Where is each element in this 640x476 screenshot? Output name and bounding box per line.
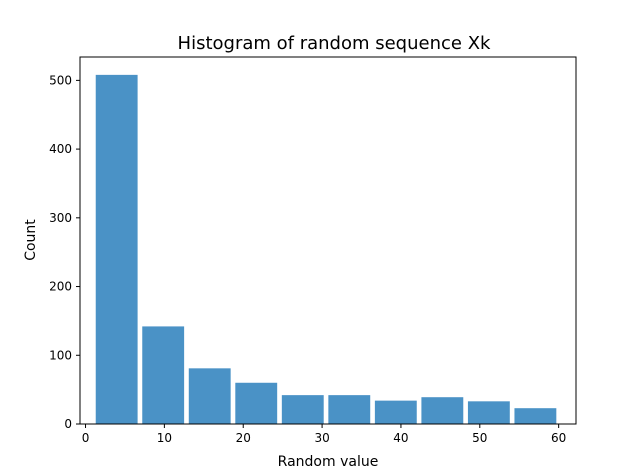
y-tick-label: 100 xyxy=(49,348,72,362)
x-tick-label: 40 xyxy=(393,431,408,445)
chart-title: Histogram of random sequence Xk xyxy=(178,33,491,54)
y-tick-label: 300 xyxy=(49,211,72,225)
x-axis-label: Random value xyxy=(278,454,379,470)
x-tick-label: 30 xyxy=(314,431,329,445)
x-tick-label: 60 xyxy=(551,431,566,445)
y-tick-label: 500 xyxy=(49,73,72,87)
x-tick-label: 10 xyxy=(157,431,172,445)
plot-frame xyxy=(79,56,577,425)
y-tick-label: 400 xyxy=(49,142,72,156)
histogram-bar xyxy=(235,382,278,424)
x-tick-label: 50 xyxy=(472,431,487,445)
histogram-bar xyxy=(467,401,510,424)
histogram-bar xyxy=(421,397,464,424)
x-axis-ticks: 0 10 20 30 40 50 60 xyxy=(82,424,566,445)
y-tick-label: 0 xyxy=(64,417,72,431)
histogram-bar xyxy=(188,368,231,424)
histogram-bar xyxy=(142,326,185,424)
histogram-bar xyxy=(328,395,371,424)
histogram-bar xyxy=(374,400,417,424)
histogram-bar xyxy=(95,74,138,425)
histogram-bar xyxy=(281,395,324,424)
y-axis-label: Count xyxy=(23,219,39,261)
bars-group xyxy=(95,74,557,425)
y-axis-ticks: 0 100 200 300 400 500 xyxy=(49,73,80,431)
x-tick-label: 0 xyxy=(82,431,90,445)
histogram-bar xyxy=(514,408,557,424)
x-tick-label: 20 xyxy=(236,431,251,445)
y-tick-label: 200 xyxy=(49,280,72,294)
